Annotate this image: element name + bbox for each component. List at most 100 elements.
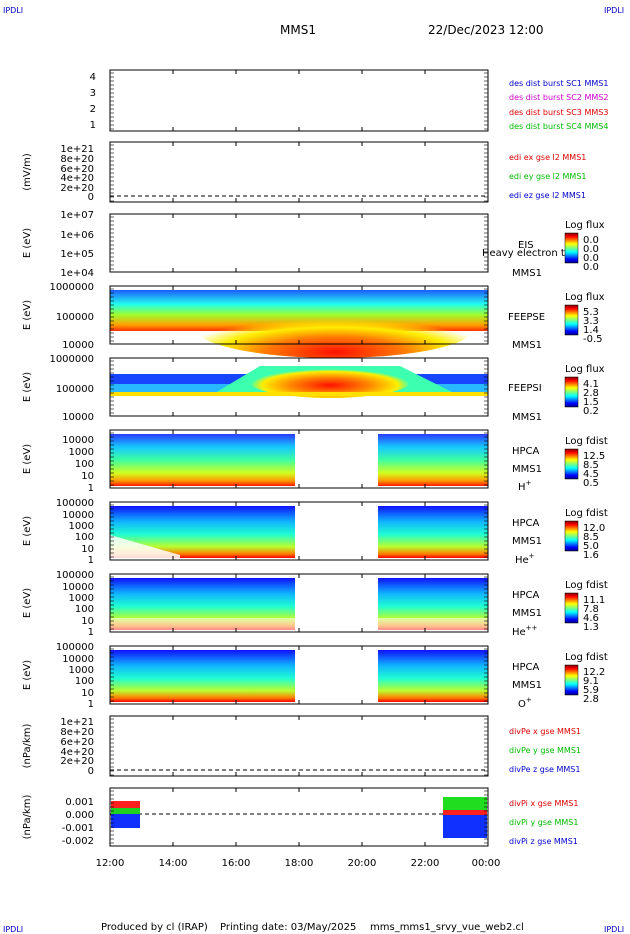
species-label: He+ xyxy=(515,552,535,566)
tick-marks xyxy=(109,70,489,846)
instrument-label: FEEPSE xyxy=(508,312,545,323)
instrument-label: HPCA xyxy=(512,662,540,673)
spectrogram-left xyxy=(110,650,295,702)
ytick-label: 10 xyxy=(81,616,94,627)
ytick-label: 1 xyxy=(88,555,94,566)
colorbar-tick: -0.5 xyxy=(583,334,603,345)
spacecraft-label: MMS1 xyxy=(512,340,542,351)
legend-entry: des dist burst SC4 MMS4 xyxy=(509,122,608,131)
panel-burst: 4 3 2 1 des dist burst SC1 MMS1 des dist… xyxy=(90,69,608,132)
panel-feepse: 1000000 100000 10000 E (eV) FEEPSE MMS1 … xyxy=(22,282,605,358)
panel-hpca-h: 10000 1000 100 10 1 E (eV) HPCA MMS1 H+ … xyxy=(22,429,608,494)
corner-mark-tl: IPDLI xyxy=(3,6,23,15)
footer-printing: Printing date: 03/May/2025 xyxy=(220,922,356,933)
colorbar-tick: 0.0 xyxy=(583,235,599,246)
corner-mark-tr: IPDLI xyxy=(604,6,624,15)
panel-frame xyxy=(109,715,489,777)
colorbar-title: Log fdist xyxy=(565,580,608,591)
ytick-label: 10000 xyxy=(62,340,94,351)
ytick-label: 1000 xyxy=(69,521,94,532)
y-axis-label: E (eV) xyxy=(22,516,33,546)
ytick-label: 100000 xyxy=(56,312,94,323)
ytick-label: 2e+20 xyxy=(60,756,94,767)
legend-entry: divPi x gse MMS1 xyxy=(509,799,578,808)
colorbar-tick: 5.0 xyxy=(583,541,599,552)
legend-entry: des dist burst SC3 MMS3 xyxy=(509,108,608,117)
colorbar-title: Log fdist xyxy=(565,508,608,519)
spectrogram-left xyxy=(110,434,295,486)
species-charge: + xyxy=(526,479,532,487)
header-title: MMS1 xyxy=(280,23,316,37)
corner-mark-bl: IPDLI xyxy=(3,925,23,934)
colorbar-tick: 1.5 xyxy=(583,397,599,408)
colorbar xyxy=(564,304,579,336)
colorbar xyxy=(564,448,579,480)
panel-frame xyxy=(109,141,489,203)
colorbar-tick: 9.1 xyxy=(583,676,599,687)
ytick-label: 1 xyxy=(90,120,96,131)
colorbar-tick: 4.1 xyxy=(583,379,599,390)
colorbar-tick: 4.6 xyxy=(583,613,599,624)
colorbar-tick: 5.9 xyxy=(583,685,599,696)
colorbar-tick: 12.2 xyxy=(583,667,605,678)
spectrogram-core xyxy=(250,366,410,398)
ytick-label: 10000 xyxy=(62,582,94,593)
colorbar-tick: 0.0 xyxy=(583,244,599,255)
xtick-label: 14:00 xyxy=(159,858,188,869)
legend-entry: divPi y gse MMS1 xyxy=(509,818,578,827)
ytick-label: 6e+20 xyxy=(60,164,94,175)
colorbar-tick: 12.5 xyxy=(583,451,605,462)
ytick-label: 8e+20 xyxy=(60,154,94,165)
ytick-label: 1000 xyxy=(69,593,94,604)
series-y-burst-start xyxy=(111,808,140,818)
y-axis-label: E (eV) xyxy=(22,588,33,618)
species-name: H xyxy=(518,482,526,493)
ytick-label: 10 xyxy=(81,688,94,699)
y-axis-label: (mV/m) xyxy=(22,153,33,191)
series-z-burst-end xyxy=(443,815,487,838)
ytick-label: 100000 xyxy=(56,570,94,581)
panel-divpi: 0.001 0.000 -0.001 -0.002 (nPa/km) divPi… xyxy=(22,787,578,847)
panel-frame xyxy=(109,213,489,273)
spacecraft-label: MMS1 xyxy=(512,536,542,547)
species-name: He xyxy=(512,627,526,638)
y-axis-label: (nPa/km) xyxy=(22,724,33,769)
colorbar xyxy=(564,376,579,408)
ytick-label: 1000000 xyxy=(49,354,94,365)
ytick-label: 1e+21 xyxy=(60,144,94,155)
panel-frame xyxy=(109,69,489,132)
ytick-label: 3 xyxy=(90,88,96,99)
legend-entry: edi ey gse l2 MMS1 xyxy=(509,172,587,181)
ytick-label: 1e+07 xyxy=(60,210,94,221)
instrument-label: FEEPSI xyxy=(508,383,542,394)
colorbar-tick: 2.8 xyxy=(583,388,599,399)
species-charge: + xyxy=(529,552,535,560)
colorbar-title: Log fdist xyxy=(565,436,608,447)
ytick-label: 100 xyxy=(75,459,94,470)
colorbar-title: Log fdist xyxy=(565,652,608,663)
xtick-label: 18:00 xyxy=(285,858,314,869)
legend-entry: divPe y gse MMS1 xyxy=(509,746,581,755)
ytick-label: 0 xyxy=(88,766,94,777)
ytick-label: 10000 xyxy=(62,412,94,423)
colorbar-tick: 5.3 xyxy=(583,307,599,318)
spacecraft-label: MMS1 xyxy=(512,412,542,423)
xtick-label: 00:00 xyxy=(472,858,501,869)
colorbar-tick: 8.5 xyxy=(583,460,599,471)
ytick-label: 1000000 xyxy=(49,282,94,293)
legend-entry: edi ex gse l2 MMS1 xyxy=(509,153,586,162)
ytick-label: 1000 xyxy=(69,447,94,458)
y-axis-label: E (eV) xyxy=(22,228,33,258)
panel-feepsi: 1000000 100000 10000 E (eV) FEEPSI MMS1 … xyxy=(22,354,605,423)
species-name: O xyxy=(518,699,526,710)
ytick-label: 0.001 xyxy=(65,797,94,808)
species-name: He xyxy=(515,555,529,566)
x-axis: 12:00 14:00 16:00 18:00 20:00 22:00 00:0… xyxy=(96,858,501,869)
ytick-label: 0.000 xyxy=(65,810,94,821)
species-label: O+ xyxy=(518,696,532,710)
spectrogram-right xyxy=(378,650,488,702)
spectrogram-core xyxy=(195,298,475,358)
ytick-label: 1 xyxy=(88,627,94,638)
ytick-label: 10 xyxy=(81,471,94,482)
panel-eis: 1e+07 1e+06 1e+05 1e+04 E (eV) EIS MMS1 … xyxy=(22,210,605,279)
